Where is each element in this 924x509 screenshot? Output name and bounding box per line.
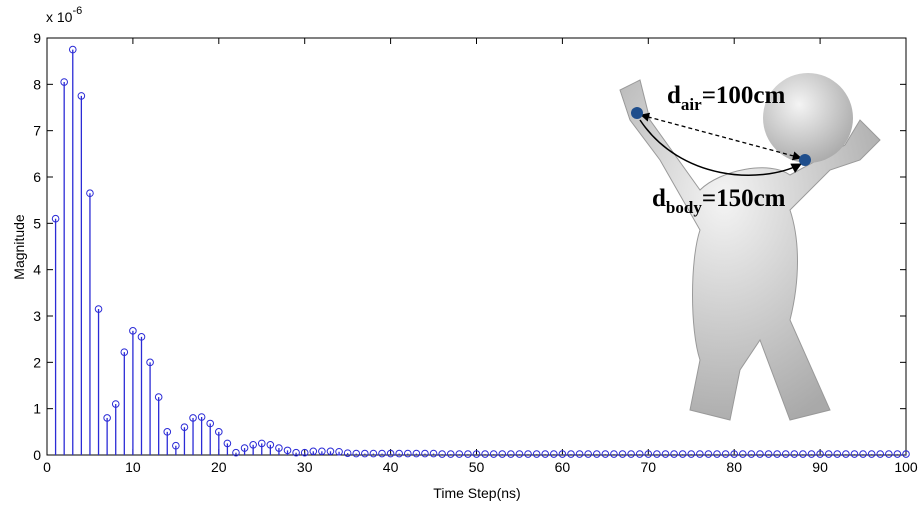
y-tick-label: 8 [33, 76, 41, 92]
y-tick-label: 0 [33, 447, 41, 463]
annotation-text: =100cm [702, 82, 786, 109]
x-tick-label: 30 [297, 459, 313, 475]
x-tick-label: 90 [812, 459, 828, 475]
multiplier-exponent: -6 [72, 5, 82, 17]
y-axis-label: Magnitude [11, 214, 27, 280]
x-tick-label: 60 [555, 459, 571, 475]
x-tick-label: 20 [211, 459, 227, 475]
y-tick-label: 2 [33, 354, 41, 370]
chart: dair=100cm dbody=150cm Time Step(ns) Mag… [0, 0, 924, 504]
x-tick-label: 70 [641, 459, 657, 475]
sensor-dot [631, 107, 643, 119]
y-tick-label: 7 [33, 123, 41, 139]
x-tick-label: 10 [125, 459, 141, 475]
y-tick-label: 6 [33, 169, 41, 185]
y-tick-label: 3 [33, 308, 41, 324]
figure-illustration: dair=100cm dbody=150cm [620, 73, 880, 420]
y-tick-label: 4 [33, 262, 41, 278]
y-tick-label: 1 [33, 401, 41, 417]
x-axis-label: Time Step(ns) [433, 485, 520, 501]
sensor-dot [799, 154, 811, 166]
annotation-subscript: air [681, 95, 702, 114]
x-tick-label: 100 [894, 459, 918, 475]
y-multiplier: x 10-6 [46, 5, 82, 25]
multiplier-base: x 10 [46, 9, 73, 25]
x-tick-label: 80 [726, 459, 742, 475]
annotation-text: =150cm [702, 185, 786, 212]
annotation-symbol: d [652, 185, 666, 212]
x-tick-label: 50 [469, 459, 485, 475]
x-tick-label: 40 [383, 459, 399, 475]
y-tick-label: 9 [33, 30, 41, 46]
y-tick-label: 5 [33, 215, 41, 231]
annotation-symbol: d [667, 82, 681, 109]
page: dair=100cm dbody=150cm Time Step(ns) Mag… [0, 0, 924, 509]
x-tick-label: 0 [43, 459, 51, 475]
annotation-subscript: body [666, 198, 702, 217]
